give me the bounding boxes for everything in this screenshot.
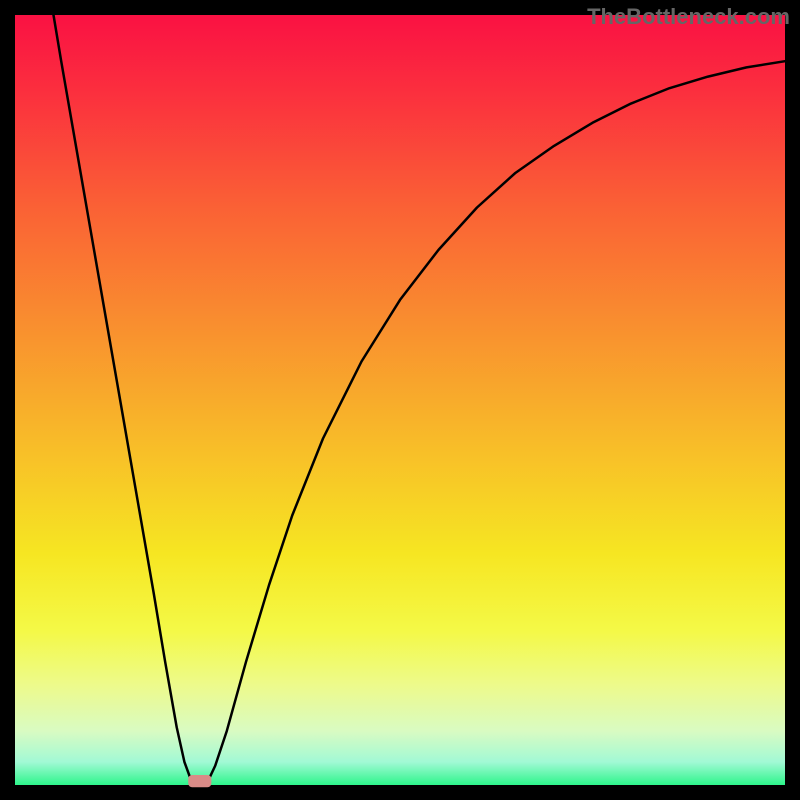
chart-container: TheBottleneck.com: [0, 0, 800, 800]
gradient-background: [15, 15, 785, 785]
watermark-text: TheBottleneck.com: [587, 4, 790, 30]
minimum-marker: [188, 775, 211, 787]
bottleneck-chart: [0, 0, 800, 800]
